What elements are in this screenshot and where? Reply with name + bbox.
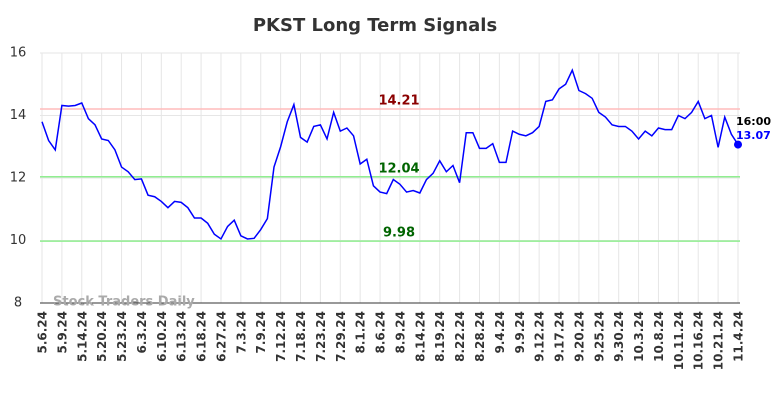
x-tick-label: 6.3.24 (135, 311, 149, 354)
x-tick-label: 10.11.24 (672, 311, 686, 370)
x-tick-label: 11.4.24 (732, 311, 746, 362)
x-tick-label: 7.3.24 (234, 311, 248, 354)
x-tick-label: 8.14.24 (413, 311, 427, 362)
x-tick-label: 5.6.24 (36, 311, 50, 354)
x-tick-label: 10.21.24 (712, 311, 726, 370)
x-tick-label: 6.13.24 (175, 311, 189, 362)
y-tick-label: 12 (10, 171, 27, 186)
x-tick-label: 6.10.24 (155, 311, 169, 362)
x-tick-label: 9.12.24 (533, 311, 547, 362)
x-tick-label: 9.25.24 (592, 311, 606, 362)
x-tick-label: 7.9.24 (254, 311, 268, 354)
x-tick-label: 9.20.24 (572, 311, 586, 362)
last-point (734, 140, 742, 149)
x-tick-label: 9.4.24 (493, 311, 507, 354)
x-tick-label: 6.27.24 (214, 311, 228, 362)
x-tick-label: 8.1.24 (354, 311, 368, 354)
y-tick-label: 8 (14, 296, 22, 311)
x-tick-label: 10.8.24 (652, 311, 666, 362)
x-tick-label: 5.9.24 (55, 311, 69, 354)
y-tick-label: 14 (10, 108, 27, 123)
x-tick-label: 7.12.24 (274, 311, 288, 362)
y-tick-label: 10 (10, 233, 27, 248)
reference-label: 14.21 (378, 93, 419, 108)
end-annotation: 16:00 (736, 115, 771, 128)
x-tick-label: 6.18.24 (195, 311, 209, 362)
reference-label: 12.04 (378, 161, 419, 176)
x-tick-label: 8.28.24 (473, 311, 487, 362)
y-tick-label: 16 (10, 46, 27, 61)
x-tick-label: 5.23.24 (115, 311, 129, 362)
x-tick-label: 8.9.24 (393, 311, 407, 354)
x-tick-label: 8.6.24 (374, 311, 388, 354)
x-tick-label: 7.29.24 (334, 311, 348, 362)
x-tick-label: 9.9.24 (513, 311, 527, 354)
reference-label: 9.98 (383, 226, 415, 241)
line (41, 68, 739, 241)
x-tick-label: 7.18.24 (294, 311, 308, 362)
x-tick-label: 8.19.24 (433, 311, 447, 362)
x-tick-label: 10.3.24 (632, 311, 646, 362)
x-tick-label: 9.30.24 (612, 311, 626, 362)
watermark: Stock Traders Daily (53, 295, 195, 310)
x-tick-label: 5.14.24 (75, 311, 89, 362)
x-tick-label: 5.20.24 (95, 311, 109, 362)
x-tick-label: 8.22.24 (453, 311, 467, 362)
last-value-label: 13.07 (736, 129, 771, 142)
chart-title: PKST Long Term Signals (253, 15, 497, 36)
x-tick-label: 10.16.24 (692, 311, 706, 370)
x-tick-label: 7.23.24 (314, 311, 328, 362)
x-tick-label: 9.17.24 (553, 311, 567, 362)
